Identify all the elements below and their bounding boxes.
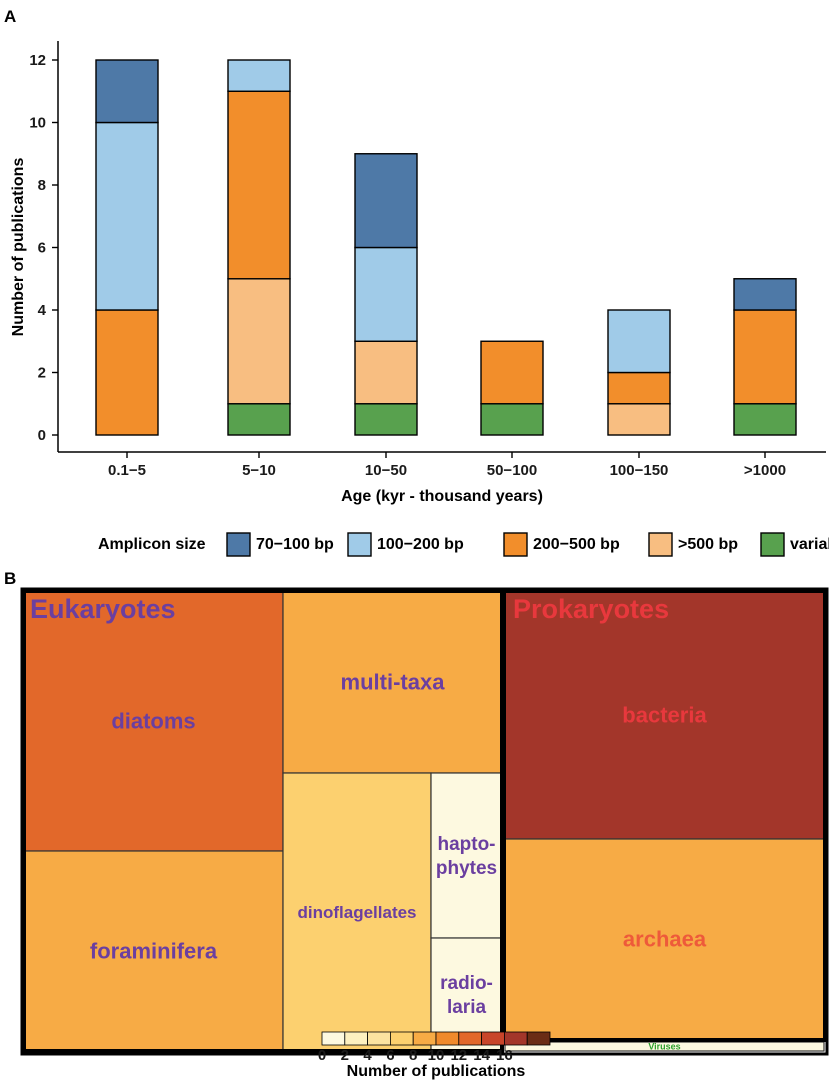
y-tick-label: 6 — [38, 240, 46, 257]
bar-segment — [95, 309, 159, 436]
color-scale-cell — [458, 1031, 482, 1046]
treemap-cell — [504, 838, 825, 1040]
color-scale-tick-label: 14 — [473, 1047, 490, 1064]
x-tick-label: 0.1−5 — [108, 462, 146, 479]
y-ticks: 0 2 4 6 8 10 12 — [29, 52, 58, 444]
bar-segment — [733, 403, 797, 436]
legend-label: variable — [790, 536, 829, 553]
legend-items: 70−100 bp 100−200 bp 200−500 bp >500 bp vari… — [226, 532, 829, 557]
bar-segment — [480, 403, 544, 436]
panel-b-letter: B — [4, 569, 16, 588]
y-tick-label: 12 — [29, 52, 46, 69]
y-tick-label: 0 — [38, 427, 46, 444]
color-scale-cell — [481, 1031, 505, 1046]
bar-segment — [95, 59, 159, 124]
legend-swatch — [648, 532, 673, 557]
x-tick-label: 5−10 — [242, 462, 276, 479]
x-tick-label: >1000 — [744, 462, 786, 479]
prokaryotes-group-label: Prokaryotes — [513, 594, 669, 624]
treemap-cell-label: bacteria — [622, 703, 707, 728]
panel-a-bar-chart: 0 2 4 6 8 10 12 0.1−5 5−10 10−50 50−100 100−150 >10… — [10, 41, 826, 505]
legend-swatch — [503, 532, 528, 557]
y-tick-label: 10 — [29, 115, 46, 132]
treemap-cell — [282, 772, 432, 1052]
x-ticks: 0.1−5 5−10 10−50 50−100 100−150 >1000 — [108, 452, 786, 479]
color-scale-cell — [389, 1031, 414, 1046]
treemap-cell-label: dinoflagellates — [297, 903, 416, 922]
color-scale-tick-label: 16 — [496, 1047, 513, 1064]
color-scale-tick-label: 12 — [450, 1047, 467, 1064]
bar-segment — [227, 90, 291, 280]
color-scale: 0 2 4 6 8 10 12 14 16 Number of publications — [318, 1031, 551, 1080]
bar-segment — [733, 278, 797, 311]
eukaryotes-group-label: Eukaryotes — [30, 594, 176, 624]
treemap-cell-label: multi-taxa — [341, 670, 446, 695]
x-tick-label: 10−50 — [365, 462, 407, 479]
legend-swatch — [226, 532, 251, 557]
legend-swatch — [347, 532, 372, 557]
treemap-cell-label: radio-laria — [440, 973, 493, 1018]
bar-segment — [733, 309, 797, 405]
y-tick-label: 2 — [38, 365, 46, 382]
treemap-cell-label: foraminifera — [90, 939, 218, 964]
color-scale-cell — [412, 1031, 437, 1046]
color-scale-title: Number of publications — [347, 1063, 526, 1080]
treemap-cell-label: diatoms — [111, 709, 195, 734]
panel-a-letter: A — [4, 7, 16, 26]
legend-swatch — [760, 532, 785, 557]
bar-segment — [354, 153, 418, 249]
treemap-cell — [430, 772, 503, 939]
bar-segment — [354, 403, 418, 436]
y-axis-title: Number of publications — [10, 158, 27, 337]
color-scale-ticks: 0 2 4 6 8 10 12 14 16 — [318, 1047, 513, 1064]
color-scale-cell — [321, 1031, 346, 1046]
treemap-cell — [23, 590, 284, 852]
bar-segment — [227, 278, 291, 405]
color-scale-cell — [526, 1031, 551, 1046]
panel-b-treemap: diatoms foraminifera multi-taxa dinoflagell… — [20, 587, 829, 1056]
bar-segment — [607, 309, 671, 374]
y-tick-label: 4 — [38, 302, 47, 319]
treemap-cell — [282, 590, 503, 774]
color-scale-cell — [367, 1031, 391, 1046]
color-scale-cells — [321, 1031, 551, 1046]
bar-segment — [607, 371, 671, 405]
bar-segment — [480, 340, 544, 405]
legend-label: 200−500 bp — [533, 536, 620, 553]
color-scale-cell — [435, 1031, 460, 1046]
bar-segment — [607, 403, 671, 436]
legend-label: 100−200 bp — [377, 536, 464, 553]
legend-title: Amplicon size — [98, 536, 206, 553]
x-tick-label: 100−150 — [610, 462, 669, 479]
legend-label: >500 bp — [678, 536, 738, 553]
bar-segment — [95, 121, 159, 311]
color-scale-tick-label: 6 — [386, 1047, 394, 1064]
treemap-cell-label: Viruses — [648, 1042, 680, 1052]
x-tick-label: 50−100 — [487, 462, 537, 479]
color-scale-tick-label: 8 — [409, 1047, 417, 1064]
legend-label: 70−100 bp — [256, 536, 334, 553]
stacked-bars — [95, 59, 797, 436]
treemap-outer-border — [20, 587, 829, 1056]
color-scale-tick-label: 4 — [363, 1047, 372, 1064]
y-tick-label: 8 — [38, 177, 46, 194]
color-scale-tick-label: 0 — [318, 1047, 326, 1064]
treemap-cell-label: hapto-phytes — [436, 834, 497, 879]
treemap-cell-label: archaea — [623, 927, 707, 952]
color-scale-tick-label: 10 — [428, 1047, 445, 1064]
x-axis-title: Age (kyr - thousand years) — [341, 488, 543, 505]
legend: Amplicon size 70−100 bp 100−200 bp 200−500… — [98, 532, 829, 557]
bar-segment — [354, 340, 418, 405]
prokaryotes-border — [502, 589, 827, 1042]
bar-segment — [227, 403, 291, 436]
bar-segment — [227, 59, 291, 92]
color-scale-cell — [344, 1031, 368, 1046]
bar-segment — [354, 246, 418, 342]
color-scale-cell — [503, 1031, 528, 1046]
color-scale-tick-label: 2 — [341, 1047, 349, 1064]
